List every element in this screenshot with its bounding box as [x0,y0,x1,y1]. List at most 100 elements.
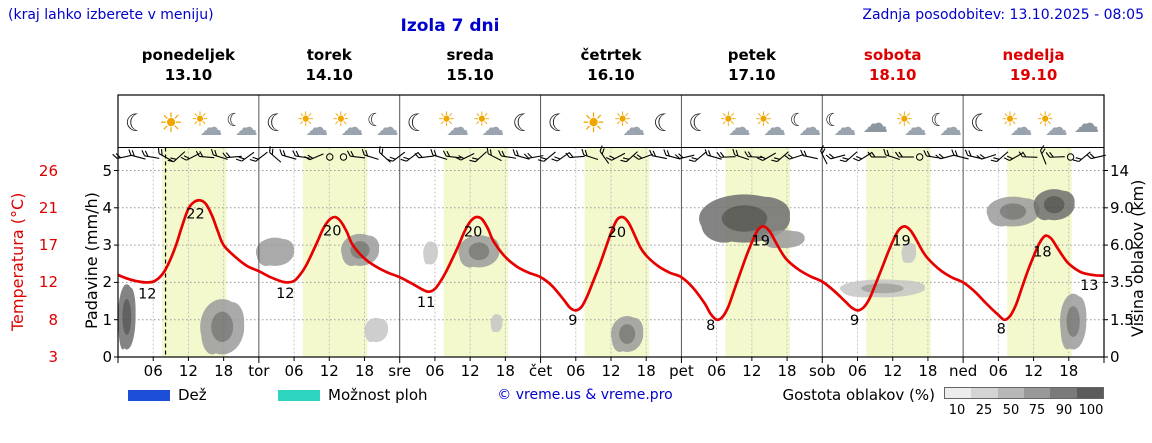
svg-text:☁: ☁ [1010,115,1033,141]
svg-text:☁: ☁ [481,115,504,141]
precip-tick-3: 3 [102,236,112,255]
sun-cloud-icon: ☀☁ [473,107,504,141]
copyright-link[interactable]: © vreme.us & vreme.pro [497,387,673,403]
day-date-5: 18.10 [868,66,917,84]
cloud-patch [901,242,917,264]
x-day-abbrev: sre [388,362,412,380]
cloud-patch [118,284,136,350]
cloudkm-tick-6.0: 6.0 [1110,236,1134,255]
cloud-patch [1033,189,1075,221]
moon-cloud-icon: ☾☁ [367,110,399,141]
sun-cloud-icon: ☀☁ [438,107,469,141]
wind-barb [1039,145,1047,165]
curve-value-label: 11 [417,295,435,311]
svg-text:☁: ☁ [305,115,328,141]
cloud-patch [1059,293,1087,350]
density-segment [1076,388,1103,398]
wind-barb [744,151,764,158]
svg-text:☁: ☁ [833,115,856,141]
wind-barb [128,149,146,160]
density-segment [997,388,1024,398]
wind-barb [951,149,969,160]
wind-barb [976,153,997,160]
wind-barb [935,153,955,160]
density-tick-25: 25 [975,403,993,418]
moon-icon: ☾ [407,109,429,137]
wind-barb [1045,151,1065,158]
cloud-patch [490,314,503,333]
svg-text:☾: ☾ [125,109,147,137]
day-date-2: 15.10 [446,66,494,84]
cloud-icon: ☁ [1073,109,1099,139]
x-tick: 06 [847,362,868,380]
svg-text:☾: ☾ [653,109,675,137]
svg-text:☁: ☁ [939,115,962,141]
wind-barb [430,148,448,160]
svg-text:☀: ☀ [191,107,209,131]
cloud-patch [839,279,925,298]
wind-barb [512,149,530,160]
wind-barb [469,151,488,163]
cloud-density-label: Gostota oblakov (%) [782,386,935,404]
wind-barb [663,149,681,160]
density-tick-100: 100 [1078,403,1104,418]
svg-text:☀: ☀ [581,108,605,139]
day-name-3: četrtek [580,46,642,64]
cloud-patch [611,315,644,353]
menu-hint: (kraj lahko izberete v meniju) [8,7,214,23]
wind-barb [414,152,434,159]
wind-barb [894,151,914,158]
precip-tick-5: 5 [102,161,112,180]
temp-tick-26: 26 [38,161,58,180]
cloudkm-tick-14: 14 [1110,161,1130,180]
svg-text:☀: ☀ [755,107,773,131]
wind-barb [386,151,406,162]
x-tick: 12 [742,362,762,380]
wind-barb [279,149,297,160]
rain-label: Dež [178,386,207,404]
last-update: Zadnja posodobitev: 13.10.2025 - 08:05 [862,7,1144,23]
density-segment [945,388,972,398]
curve-value-label: 9 [568,313,577,329]
density-tick-10: 10 [948,403,966,418]
moon-icon: ☾ [653,109,675,137]
temp-tick-21: 21 [38,198,58,217]
svg-text:☾: ☾ [547,109,569,137]
svg-text:☾: ☾ [930,110,946,131]
x-tick: 12 [1024,362,1044,380]
svg-text:☀: ☀ [719,107,737,131]
density-segment [971,388,998,398]
svg-text:☁: ☁ [904,115,927,141]
curve-value-label: 20 [608,225,626,241]
x-tick: 18 [636,362,656,380]
wind-barb [551,151,570,162]
svg-text:☁: ☁ [622,115,645,141]
density-tick-90: 90 [1055,403,1073,418]
sun-cloud-icon: ☀☁ [1036,107,1067,141]
svg-text:☁: ☁ [862,109,888,139]
precip-tick-2: 2 [102,273,112,292]
x-tick: 18 [214,362,234,380]
wind-barb [825,153,846,160]
curve-value-label: 8 [706,318,715,334]
wind-barb [990,151,1009,163]
x-day-abbrev: pet [669,362,694,380]
wind-barb [581,148,599,160]
day-date-1: 14.10 [305,66,353,84]
temperature-curve [117,198,1105,322]
svg-text:☾: ☾ [367,110,383,131]
wind-barb [688,151,707,163]
wind-barb [269,146,282,163]
sun-cloud-icon: ☀☁ [755,107,786,141]
x-tick: 18 [918,362,938,380]
cloud-patch [699,194,791,243]
x-tick: 06 [425,362,445,380]
moon-icon: ☾ [547,109,569,137]
curve-value-label: 20 [323,224,341,240]
wind-barb [756,152,777,161]
svg-text:☾: ☾ [970,109,992,137]
x-day-abbrev: tor [248,362,270,380]
x-tick: 18 [1059,362,1079,380]
